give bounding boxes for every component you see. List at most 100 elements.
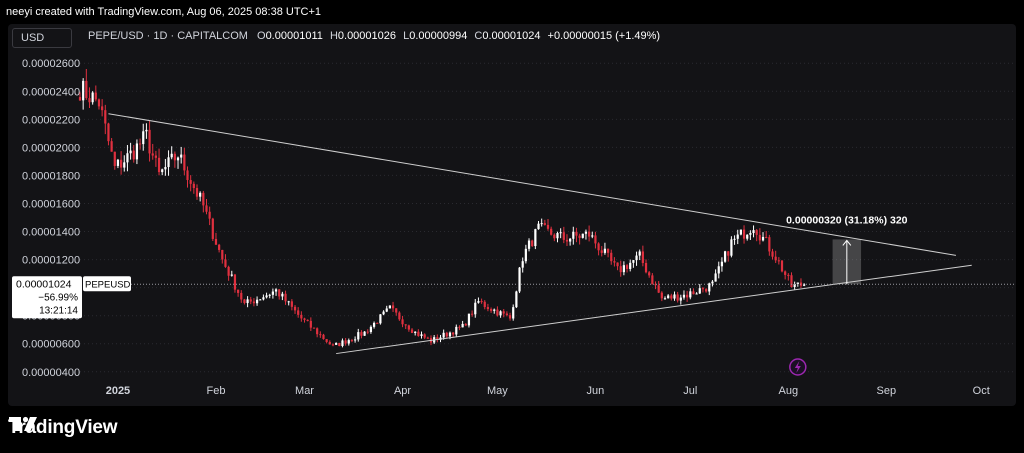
candle[interactable] — [170, 146, 173, 160]
candle[interactable] — [290, 299, 293, 311]
candle[interactable] — [338, 342, 341, 347]
candle[interactable] — [667, 294, 670, 299]
candle[interactable] — [221, 249, 224, 264]
candle[interactable] — [208, 206, 211, 226]
candle[interactable] — [85, 69, 88, 100]
candle[interactable] — [663, 296, 667, 300]
candle[interactable] — [376, 322, 379, 324]
candle[interactable] — [312, 327, 316, 329]
candle[interactable] — [271, 288, 274, 299]
candle[interactable] — [97, 98, 101, 110]
candle[interactable] — [581, 233, 584, 239]
candle[interactable] — [575, 227, 578, 243]
candle[interactable] — [281, 291, 284, 301]
candle[interactable] — [610, 249, 613, 265]
candle[interactable] — [670, 293, 673, 301]
candle[interactable] — [467, 313, 471, 328]
candle[interactable] — [698, 284, 701, 295]
candle[interactable] — [692, 288, 695, 295]
candle[interactable] — [379, 314, 382, 325]
candle[interactable] — [534, 228, 537, 250]
candle[interactable] — [309, 317, 312, 331]
candle[interactable] — [758, 228, 761, 245]
candle[interactable] — [572, 226, 575, 245]
candle[interactable] — [82, 78, 85, 110]
candle[interactable] — [354, 336, 357, 343]
candle[interactable] — [414, 331, 417, 336]
candle[interactable] — [679, 294, 682, 305]
candle[interactable] — [689, 288, 692, 300]
candle[interactable] — [240, 290, 243, 303]
candle[interactable] — [303, 317, 306, 323]
candle[interactable] — [183, 147, 186, 176]
candle[interactable] — [157, 148, 161, 176]
candle[interactable] — [780, 260, 784, 273]
candle[interactable] — [347, 338, 350, 346]
candle[interactable] — [366, 329, 369, 335]
candle[interactable] — [739, 229, 742, 236]
candle[interactable] — [458, 325, 461, 331]
candle[interactable] — [584, 229, 588, 240]
candle[interactable] — [502, 309, 505, 318]
candle[interactable] — [423, 333, 426, 340]
candle[interactable] — [746, 234, 749, 241]
candle[interactable] — [230, 270, 233, 277]
candle[interactable] — [252, 298, 256, 307]
candle[interactable] — [682, 290, 686, 300]
candle[interactable] — [635, 251, 638, 266]
candle[interactable] — [110, 138, 113, 152]
candle[interactable] — [761, 232, 765, 242]
candle[interactable] — [597, 242, 600, 256]
candle[interactable] — [120, 151, 123, 175]
candle[interactable] — [733, 235, 736, 245]
candle[interactable] — [622, 261, 625, 276]
candle[interactable] — [104, 104, 107, 135]
candle[interactable] — [505, 311, 508, 317]
candle[interactable] — [284, 290, 287, 305]
candle[interactable] — [123, 155, 126, 172]
candle[interactable] — [91, 91, 94, 105]
candle[interactable] — [180, 146, 183, 164]
candle[interactable] — [711, 280, 714, 287]
candle[interactable] — [265, 292, 268, 299]
candle[interactable] — [192, 181, 195, 194]
candle[interactable] — [512, 304, 515, 321]
candle[interactable] — [189, 175, 192, 192]
candle[interactable] — [803, 283, 806, 287]
candle[interactable] — [319, 331, 322, 338]
candle[interactable] — [477, 297, 480, 304]
candle[interactable] — [214, 232, 218, 245]
candle[interactable] — [129, 142, 132, 160]
candle[interactable] — [101, 99, 104, 117]
lightning-icon[interactable] — [789, 358, 807, 376]
candle[interactable] — [787, 273, 790, 281]
candle[interactable] — [559, 228, 562, 239]
chart-panel[interactable]: 0.00002600 0.00002400 0.00002200 0.00002000… — [8, 24, 1016, 406]
candle[interactable] — [562, 226, 565, 244]
candle[interactable] — [274, 288, 278, 296]
candle[interactable] — [550, 226, 553, 236]
candle[interactable] — [316, 327, 319, 338]
candle[interactable] — [553, 233, 556, 242]
candle[interactable] — [322, 333, 325, 340]
candle[interactable] — [391, 301, 395, 312]
candle[interactable] — [161, 168, 164, 176]
candle[interactable] — [331, 343, 335, 347]
candle[interactable] — [205, 198, 208, 215]
candle[interactable] — [660, 291, 663, 302]
candle[interactable] — [790, 272, 793, 288]
candle[interactable] — [480, 298, 483, 304]
candle[interactable] — [186, 166, 189, 188]
candle[interactable] — [142, 123, 145, 151]
candle[interactable] — [227, 265, 230, 281]
candle[interactable] — [404, 324, 407, 329]
candle[interactable] — [638, 249, 641, 261]
candle[interactable] — [673, 291, 676, 301]
candle[interactable] — [515, 290, 518, 309]
candle[interactable] — [578, 233, 581, 245]
candle[interactable] — [113, 151, 116, 170]
candle[interactable] — [300, 311, 303, 322]
candle[interactable] — [135, 139, 139, 165]
candle[interactable] — [335, 342, 338, 346]
candle[interactable] — [452, 332, 455, 338]
